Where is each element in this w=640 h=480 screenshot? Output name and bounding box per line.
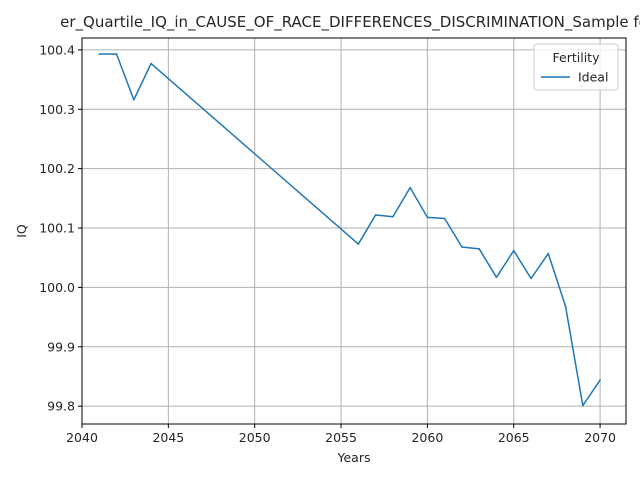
- data-point: [530, 277, 532, 280]
- plot-frame: [81, 37, 627, 425]
- chart-title: er_Quartile_IQ_in_CAUSE_OF_RACE_DIFFEREN…: [60, 13, 640, 32]
- data-point: [115, 53, 118, 55]
- data-point: [426, 216, 429, 219]
- data-point: [133, 98, 135, 101]
- data-point: [98, 53, 101, 55]
- grid: [81, 38, 626, 424]
- data-point: [495, 276, 498, 279]
- series-layer: [98, 53, 601, 407]
- x-tick-label: 2060: [411, 430, 443, 445]
- legend-label: Ideal: [578, 70, 608, 85]
- y-tick-label: 100.0: [39, 280, 75, 295]
- x-tick-label: 2050: [239, 430, 271, 445]
- y-tick-label: 100.2: [39, 161, 75, 176]
- x-tick-label: 2040: [66, 430, 98, 445]
- y-tick-label: 99.9: [47, 339, 75, 354]
- data-point: [478, 248, 481, 250]
- legend: Fertility Ideal: [533, 43, 619, 91]
- x-tick-label: 2070: [584, 430, 616, 445]
- data-point: [357, 243, 360, 245]
- data-point: [374, 214, 377, 216]
- x-tick-label: 2045: [152, 430, 184, 445]
- y-tick-label: 100.4: [39, 42, 75, 57]
- y-tick-label: 100.1: [39, 221, 75, 236]
- data-point: [599, 379, 601, 381]
- data-point: [582, 404, 584, 407]
- y-tick-label: 99.8: [47, 399, 75, 414]
- data-point: [512, 249, 515, 252]
- axis-ticks: 2040 2045 2050 2055 2060 2065 2070 99.8 99.9 100.…: [39, 42, 616, 445]
- data-point: [409, 186, 411, 189]
- series-line-ideal: [99, 53, 601, 407]
- y-tick-label: 100.3: [39, 102, 75, 117]
- data-point: [443, 217, 446, 220]
- data-point: [461, 246, 463, 248]
- legend-box: [533, 43, 619, 91]
- x-axis-label: Years: [337, 450, 371, 465]
- y-axis-label: IQ: [14, 224, 29, 238]
- x-tick-label: 2065: [498, 430, 530, 445]
- data-point: [392, 215, 394, 218]
- data-point: [150, 62, 152, 65]
- data-point: [547, 252, 550, 255]
- data-point: [564, 305, 567, 308]
- x-tick-label: 2055: [325, 430, 357, 445]
- legend-title: Fertility: [553, 50, 601, 65]
